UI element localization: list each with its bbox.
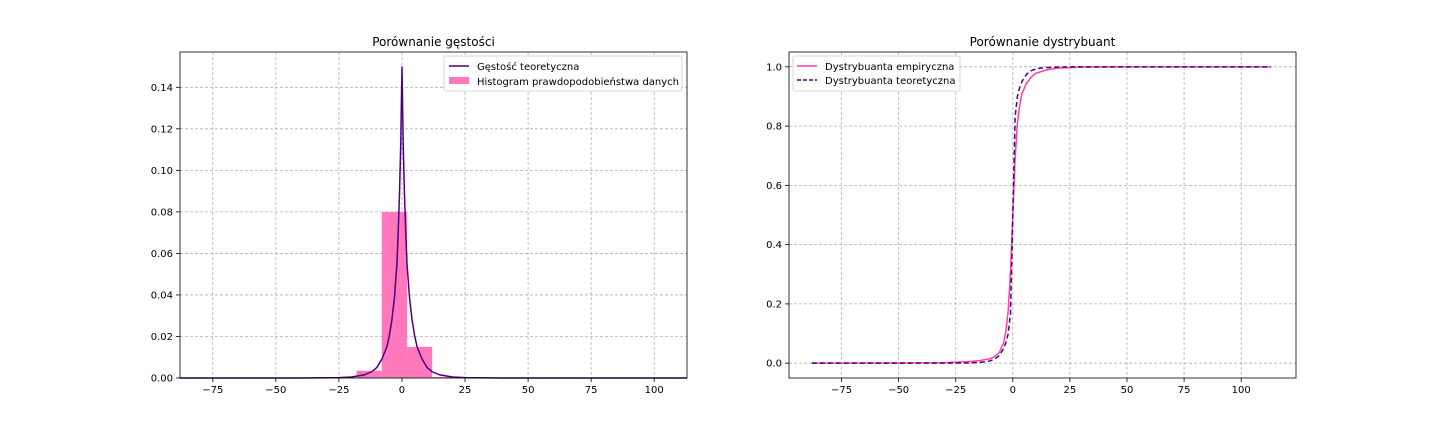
density-x-tick-label: 100 (645, 385, 664, 396)
density-y-tick-label: 0.12 (151, 124, 173, 135)
cdf-x-tick-label: 100 (1232, 385, 1251, 396)
density-y-ticks: 0.00 0.02 0.04 0.06 0.08 0.10 0.12 0.14 (151, 83, 180, 385)
cdf-x-tick-label: 75 (1178, 385, 1191, 396)
cdf-lines (811, 66, 1271, 364)
density-plot-frame (179, 51, 688, 379)
cdf-x-tick-label: 50 (1121, 385, 1134, 396)
cdf-series-line (811, 66, 1271, 364)
cdf-x-ticks: −75 −50 −25 0 25 50 75 100 (831, 378, 1251, 396)
density-legend: Gęstość teoretyczna Histogram prawdopodo… (443, 55, 683, 92)
cdf-series-line (811, 66, 1271, 364)
cdf-y-tick-label: 0.6 (766, 181, 782, 192)
density-y-tick-label: 0.02 (151, 332, 173, 343)
cdf-y-tick-label: 0.2 (766, 299, 782, 310)
cdf-y-tick-label: 0.0 (766, 359, 782, 370)
density-x-tick-label: −50 (265, 385, 286, 396)
density-x-tick-label: 25 (459, 385, 472, 396)
density-y-tick-label: 0.06 (151, 249, 173, 260)
cdf-y-tick-label: 1.0 (766, 62, 782, 73)
density-lines (180, 66, 687, 379)
density-y-tick-label: 0.00 (151, 374, 173, 385)
density-chart: Porównanie gęstości −75 −50 −25 0 25 50 75 100 … (151, 35, 688, 396)
density-y-tick-label: 0.14 (151, 83, 173, 94)
cdf-y-tick-label: 0.4 (766, 240, 782, 251)
density-legend-bar-swatch (449, 77, 469, 84)
density-x-tick-label: 0 (399, 385, 405, 396)
density-x-tick-label: −75 (202, 385, 223, 396)
density-legend-box (443, 55, 683, 92)
cdf-legend: Dystrybuanta empiryczna Dystrybuanta teo… (792, 55, 961, 92)
cdf-x-tick-label: −75 (831, 385, 852, 396)
cdf-chart: Porównanie dystrybuant −75 −50 −25 0 25 50 75 1… (766, 35, 1297, 396)
density-chart-title: Porównanie gęstości (372, 35, 495, 49)
density-series-line (180, 66, 687, 379)
density-x-tick-label: −25 (328, 385, 349, 396)
density-x-tick-label: 75 (585, 385, 598, 396)
cdf-legend-label-empirical: Dystrybuanta empiryczna (825, 62, 954, 73)
cdf-plot-frame (788, 51, 1297, 379)
density-y-tick-label: 0.10 (151, 166, 173, 177)
cdf-y-tick-label: 0.8 (766, 122, 782, 133)
cdf-grid (789, 52, 1296, 378)
cdf-chart-title: Porównanie dystrybuant (970, 35, 1116, 49)
density-legend-label-histogram: Histogram prawdopodobieństwa danych (477, 76, 679, 88)
density-y-tick-label: 0.08 (151, 207, 173, 218)
cdf-x-tick-label: 0 (1010, 385, 1016, 396)
cdf-x-tick-label: −25 (945, 385, 966, 396)
cdf-y-ticks: 0.0 0.2 0.4 0.6 0.8 1.0 (766, 62, 789, 370)
density-legend-label-theoretical: Gęstość teoretyczna (477, 61, 579, 73)
cdf-legend-label-theoretical: Dystrybuanta teoretyczna (825, 76, 955, 87)
cdf-x-tick-label: −50 (888, 385, 909, 396)
cdf-x-tick-label: 25 (1064, 385, 1077, 396)
histogram-bar (432, 376, 458, 378)
density-y-tick-label: 0.04 (151, 290, 173, 301)
cdf-legend-box (792, 55, 961, 92)
density-grid (180, 52, 687, 379)
density-x-ticks: −75 −50 −25 0 25 50 75 100 (202, 378, 664, 396)
histogram-bar (356, 370, 382, 378)
density-x-tick-label: 50 (522, 385, 535, 396)
